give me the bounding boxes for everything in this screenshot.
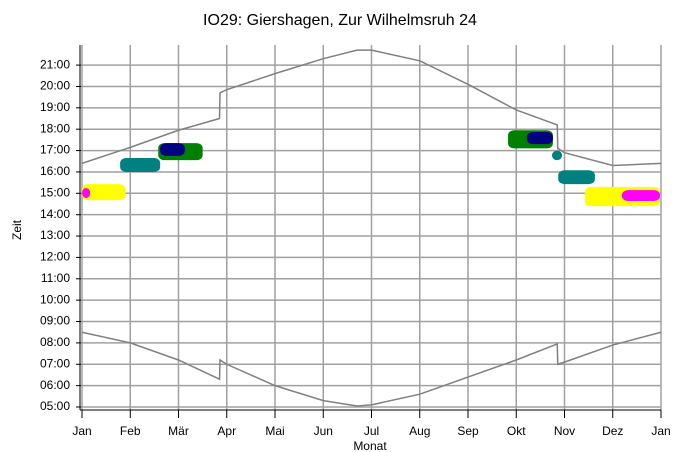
- x-tick-label: Jan: [651, 424, 670, 438]
- x-tick-label: Apr: [217, 424, 236, 438]
- x-tick-label: Nov: [554, 424, 575, 438]
- x-tick-label: Mär: [168, 424, 189, 438]
- shadow-region: [82, 184, 126, 201]
- y-tick-label: 13:00: [40, 228, 70, 242]
- y-axis-label: Zeit: [10, 219, 24, 240]
- y-tick-label: 18:00: [40, 121, 70, 135]
- y-tick-label: 05:00: [40, 399, 70, 413]
- x-tick-label: Feb: [120, 424, 141, 438]
- x-tick-label: Okt: [507, 424, 526, 438]
- y-tick-label: 21:00: [40, 57, 70, 71]
- y-tick-label: 19:00: [40, 100, 70, 114]
- series-line: [81, 49, 662, 167]
- y-tick-label: 20:00: [40, 79, 70, 93]
- y-tick-label: 14:00: [40, 207, 70, 221]
- y-tick-label: 16:00: [40, 164, 70, 178]
- shadow-region: [558, 170, 595, 185]
- shadow-region: [160, 143, 185, 156]
- shadow-region: [82, 187, 91, 199]
- y-tick-label: 06:00: [40, 378, 70, 392]
- shadow-region: [621, 190, 661, 202]
- x-tick-label: Jan: [72, 424, 91, 438]
- x-tick-label: Jun: [314, 424, 333, 438]
- y-tick-label: 07:00: [40, 356, 70, 370]
- x-tick-label: Dez: [602, 424, 623, 438]
- y-tick-label: 15:00: [40, 185, 70, 199]
- shadow-region: [526, 131, 553, 145]
- series-line: [81, 331, 662, 407]
- x-tick-label: Mai: [265, 424, 284, 438]
- y-tick-label: 09:00: [40, 314, 70, 328]
- x-tick-label: Aug: [409, 424, 430, 438]
- x-tick-label: Sep: [457, 424, 479, 438]
- y-tick-label: 12:00: [40, 250, 70, 264]
- y-tick-label: 17:00: [40, 143, 70, 157]
- x-tick-label: Jul: [364, 424, 379, 438]
- y-tick-label: 11:00: [41, 271, 70, 285]
- y-tick-label: 10:00: [40, 292, 70, 306]
- shadow-region: [551, 150, 563, 161]
- shadow-region: [120, 158, 161, 172]
- y-tick-label: 08:00: [40, 335, 70, 349]
- chart-title: IO29: Giershagen, Zur Wilhelmsruh 24: [203, 12, 477, 29]
- x-axis-label: Monat: [353, 439, 387, 452]
